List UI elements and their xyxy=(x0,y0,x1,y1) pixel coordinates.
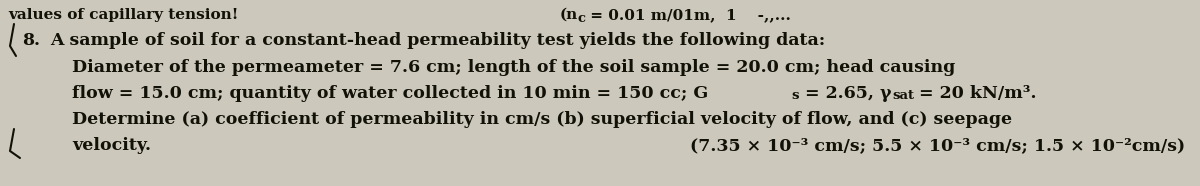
Text: (n: (n xyxy=(560,8,578,22)
Text: velocity.: velocity. xyxy=(72,137,151,154)
Text: = 2.65, γ: = 2.65, γ xyxy=(799,85,892,102)
Text: values of capillary tension!: values of capillary tension! xyxy=(8,8,239,22)
Text: A sample of soil for a constant-head permeability test yields the following data: A sample of soil for a constant-head per… xyxy=(50,32,826,49)
Text: = 20 kN/m³.: = 20 kN/m³. xyxy=(913,85,1037,102)
Text: sat: sat xyxy=(892,89,914,102)
Text: Determine (a) coefficient of permeability in cm/s (b) superficial velocity of fl: Determine (a) coefficient of permeabilit… xyxy=(72,111,1012,128)
Text: 8.: 8. xyxy=(22,32,40,49)
Text: flow = 15.0 cm; quantity of water collected in 10 min = 150 cc; G: flow = 15.0 cm; quantity of water collec… xyxy=(72,85,708,102)
Text: c: c xyxy=(578,12,586,25)
Text: = 0.01 m/01m,  1    -,,...: = 0.01 m/01m, 1 -,,... xyxy=(586,8,791,22)
Text: s: s xyxy=(791,89,798,102)
Text: Diameter of the permeameter = 7.6 cm; length of the soil sample = 20.0 cm; head : Diameter of the permeameter = 7.6 cm; le… xyxy=(72,59,955,76)
Text: (7.35 × 10⁻³ cm/s; 5.5 × 10⁻³ cm/s; 1.5 × 10⁻²cm/s): (7.35 × 10⁻³ cm/s; 5.5 × 10⁻³ cm/s; 1.5 … xyxy=(690,137,1186,154)
